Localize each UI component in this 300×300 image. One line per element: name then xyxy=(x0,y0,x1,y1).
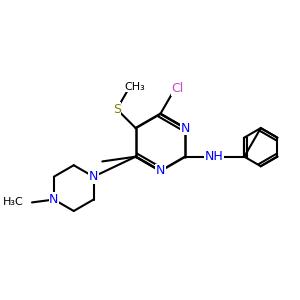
Text: N: N xyxy=(156,164,165,178)
Text: NH: NH xyxy=(204,150,223,163)
Text: H₃C: H₃C xyxy=(3,197,23,207)
Text: N: N xyxy=(181,122,190,135)
Text: N: N xyxy=(89,170,98,183)
Text: CH₃: CH₃ xyxy=(124,82,145,92)
Text: S: S xyxy=(113,103,121,116)
Text: Cl: Cl xyxy=(172,82,184,95)
Text: N: N xyxy=(49,193,58,206)
